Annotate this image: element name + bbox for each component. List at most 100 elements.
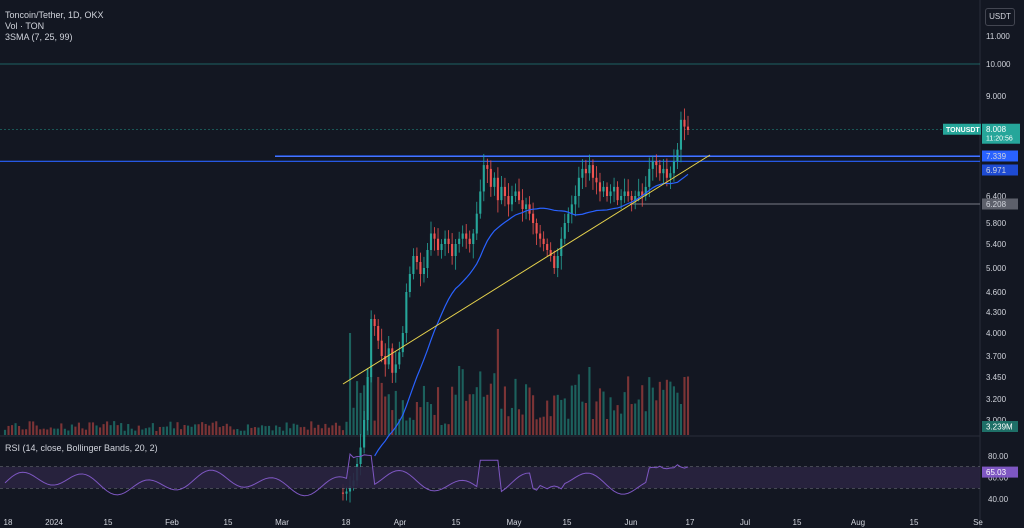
candle-body — [658, 165, 661, 174]
volume-bar — [218, 427, 221, 435]
volume-bar — [162, 426, 165, 435]
candle-body — [623, 191, 626, 196]
volume-bar — [616, 405, 619, 435]
sma-legend[interactable]: 3SMA (7, 25, 99) — [5, 32, 73, 42]
volume-bar — [296, 424, 299, 435]
volume-bar — [102, 424, 105, 435]
volume-bar — [535, 419, 538, 435]
candle-body — [373, 319, 376, 326]
volume-bar — [507, 416, 510, 435]
grid-layer — [0, 0, 981, 528]
candle-body — [429, 233, 433, 250]
volume-bar — [627, 376, 630, 435]
candle-body — [458, 238, 461, 244]
time-axis-label: 15 — [910, 518, 919, 527]
volume-legend[interactable]: Vol · TON — [5, 21, 45, 31]
candle-body — [577, 177, 580, 196]
volume-bar — [584, 402, 587, 435]
volume-bar — [60, 423, 63, 435]
candle-body — [620, 196, 623, 201]
volume-bar — [528, 387, 531, 435]
volume-bar — [549, 416, 552, 435]
volume-bar — [503, 386, 506, 435]
price-axis-label: 4.600 — [986, 288, 1007, 297]
volume-bar — [53, 428, 56, 435]
candle-body — [384, 356, 387, 365]
volume-bar — [398, 418, 401, 435]
price-axis-label: 3.200 — [986, 395, 1007, 404]
trendline-layer — [342, 154, 711, 385]
volume-bar — [7, 425, 10, 435]
volume-bar — [510, 407, 514, 435]
volume-bar — [229, 426, 232, 435]
volume-bar — [465, 400, 468, 435]
candle-body — [528, 204, 531, 214]
candle-body — [655, 161, 658, 166]
volume-bar — [275, 425, 278, 435]
candle-body — [345, 491, 348, 494]
volume-bar — [475, 387, 478, 435]
volume-bar — [532, 395, 535, 435]
volume-bar — [363, 385, 366, 435]
rsi-legend[interactable]: RSI (14, close, Bollinger Bands, 20, 2) — [5, 443, 158, 453]
candle-body — [479, 191, 482, 214]
volume-bar — [303, 426, 306, 435]
volume-bar — [429, 404, 433, 435]
volume-bar — [289, 428, 292, 435]
candle-body — [419, 262, 422, 274]
candle-body — [535, 223, 538, 234]
candle-body — [542, 238, 545, 244]
volume-bar — [623, 392, 626, 435]
volume-bar — [581, 401, 584, 435]
candle-body — [486, 165, 489, 169]
volume-bar — [56, 428, 59, 435]
time-axis-label: 15 — [563, 518, 572, 527]
volume-bar — [116, 425, 119, 435]
time-axis-label: 15 — [452, 518, 461, 527]
volume-bar — [134, 430, 137, 435]
volume-bar — [613, 410, 616, 435]
volume-bar — [500, 408, 503, 435]
candle-body — [465, 233, 468, 239]
candle-body — [669, 173, 672, 178]
time-axis-label: 18 — [4, 518, 13, 527]
volume-bar — [106, 421, 109, 435]
volume-bar — [630, 404, 633, 435]
volume-bar — [148, 427, 151, 435]
candle-body — [641, 191, 644, 196]
candle-body — [475, 213, 478, 234]
volume-bar — [433, 414, 436, 435]
symbol-title[interactable]: Toncoin/Tether, 1D, OKX — [5, 10, 104, 20]
rsi-pane: 80.00 60.00 40.00 65.03 — [0, 452, 1018, 504]
volume-bar — [39, 429, 42, 435]
volume-bar — [517, 409, 521, 435]
volume-bar — [18, 426, 21, 435]
candle-body — [517, 191, 521, 201]
volume-bar — [341, 430, 345, 435]
volume-bar — [591, 419, 594, 435]
rsi-line — [4, 453, 689, 497]
volume-bar — [49, 427, 52, 435]
candle-body — [489, 168, 492, 187]
volume-bar — [577, 374, 580, 435]
volume-bar — [169, 421, 172, 435]
volume-bar — [35, 425, 38, 435]
time-axis-label: 15 — [104, 518, 113, 527]
candle-body — [436, 238, 440, 250]
volume-bar — [123, 430, 126, 435]
candle-body — [444, 238, 447, 244]
time-axis-label: 17 — [686, 518, 695, 527]
candle-body — [482, 165, 485, 192]
volume-bar — [211, 422, 214, 435]
candle-body — [605, 186, 609, 196]
currency-button[interactable]: USDT — [985, 8, 1015, 26]
volume-bar — [352, 407, 355, 435]
volume-bar — [225, 423, 228, 435]
volume-bar — [70, 424, 73, 435]
volume-bar — [165, 426, 169, 435]
volume-bar — [539, 417, 542, 435]
volume-bar — [42, 428, 45, 435]
price-label-box — [982, 164, 1018, 176]
